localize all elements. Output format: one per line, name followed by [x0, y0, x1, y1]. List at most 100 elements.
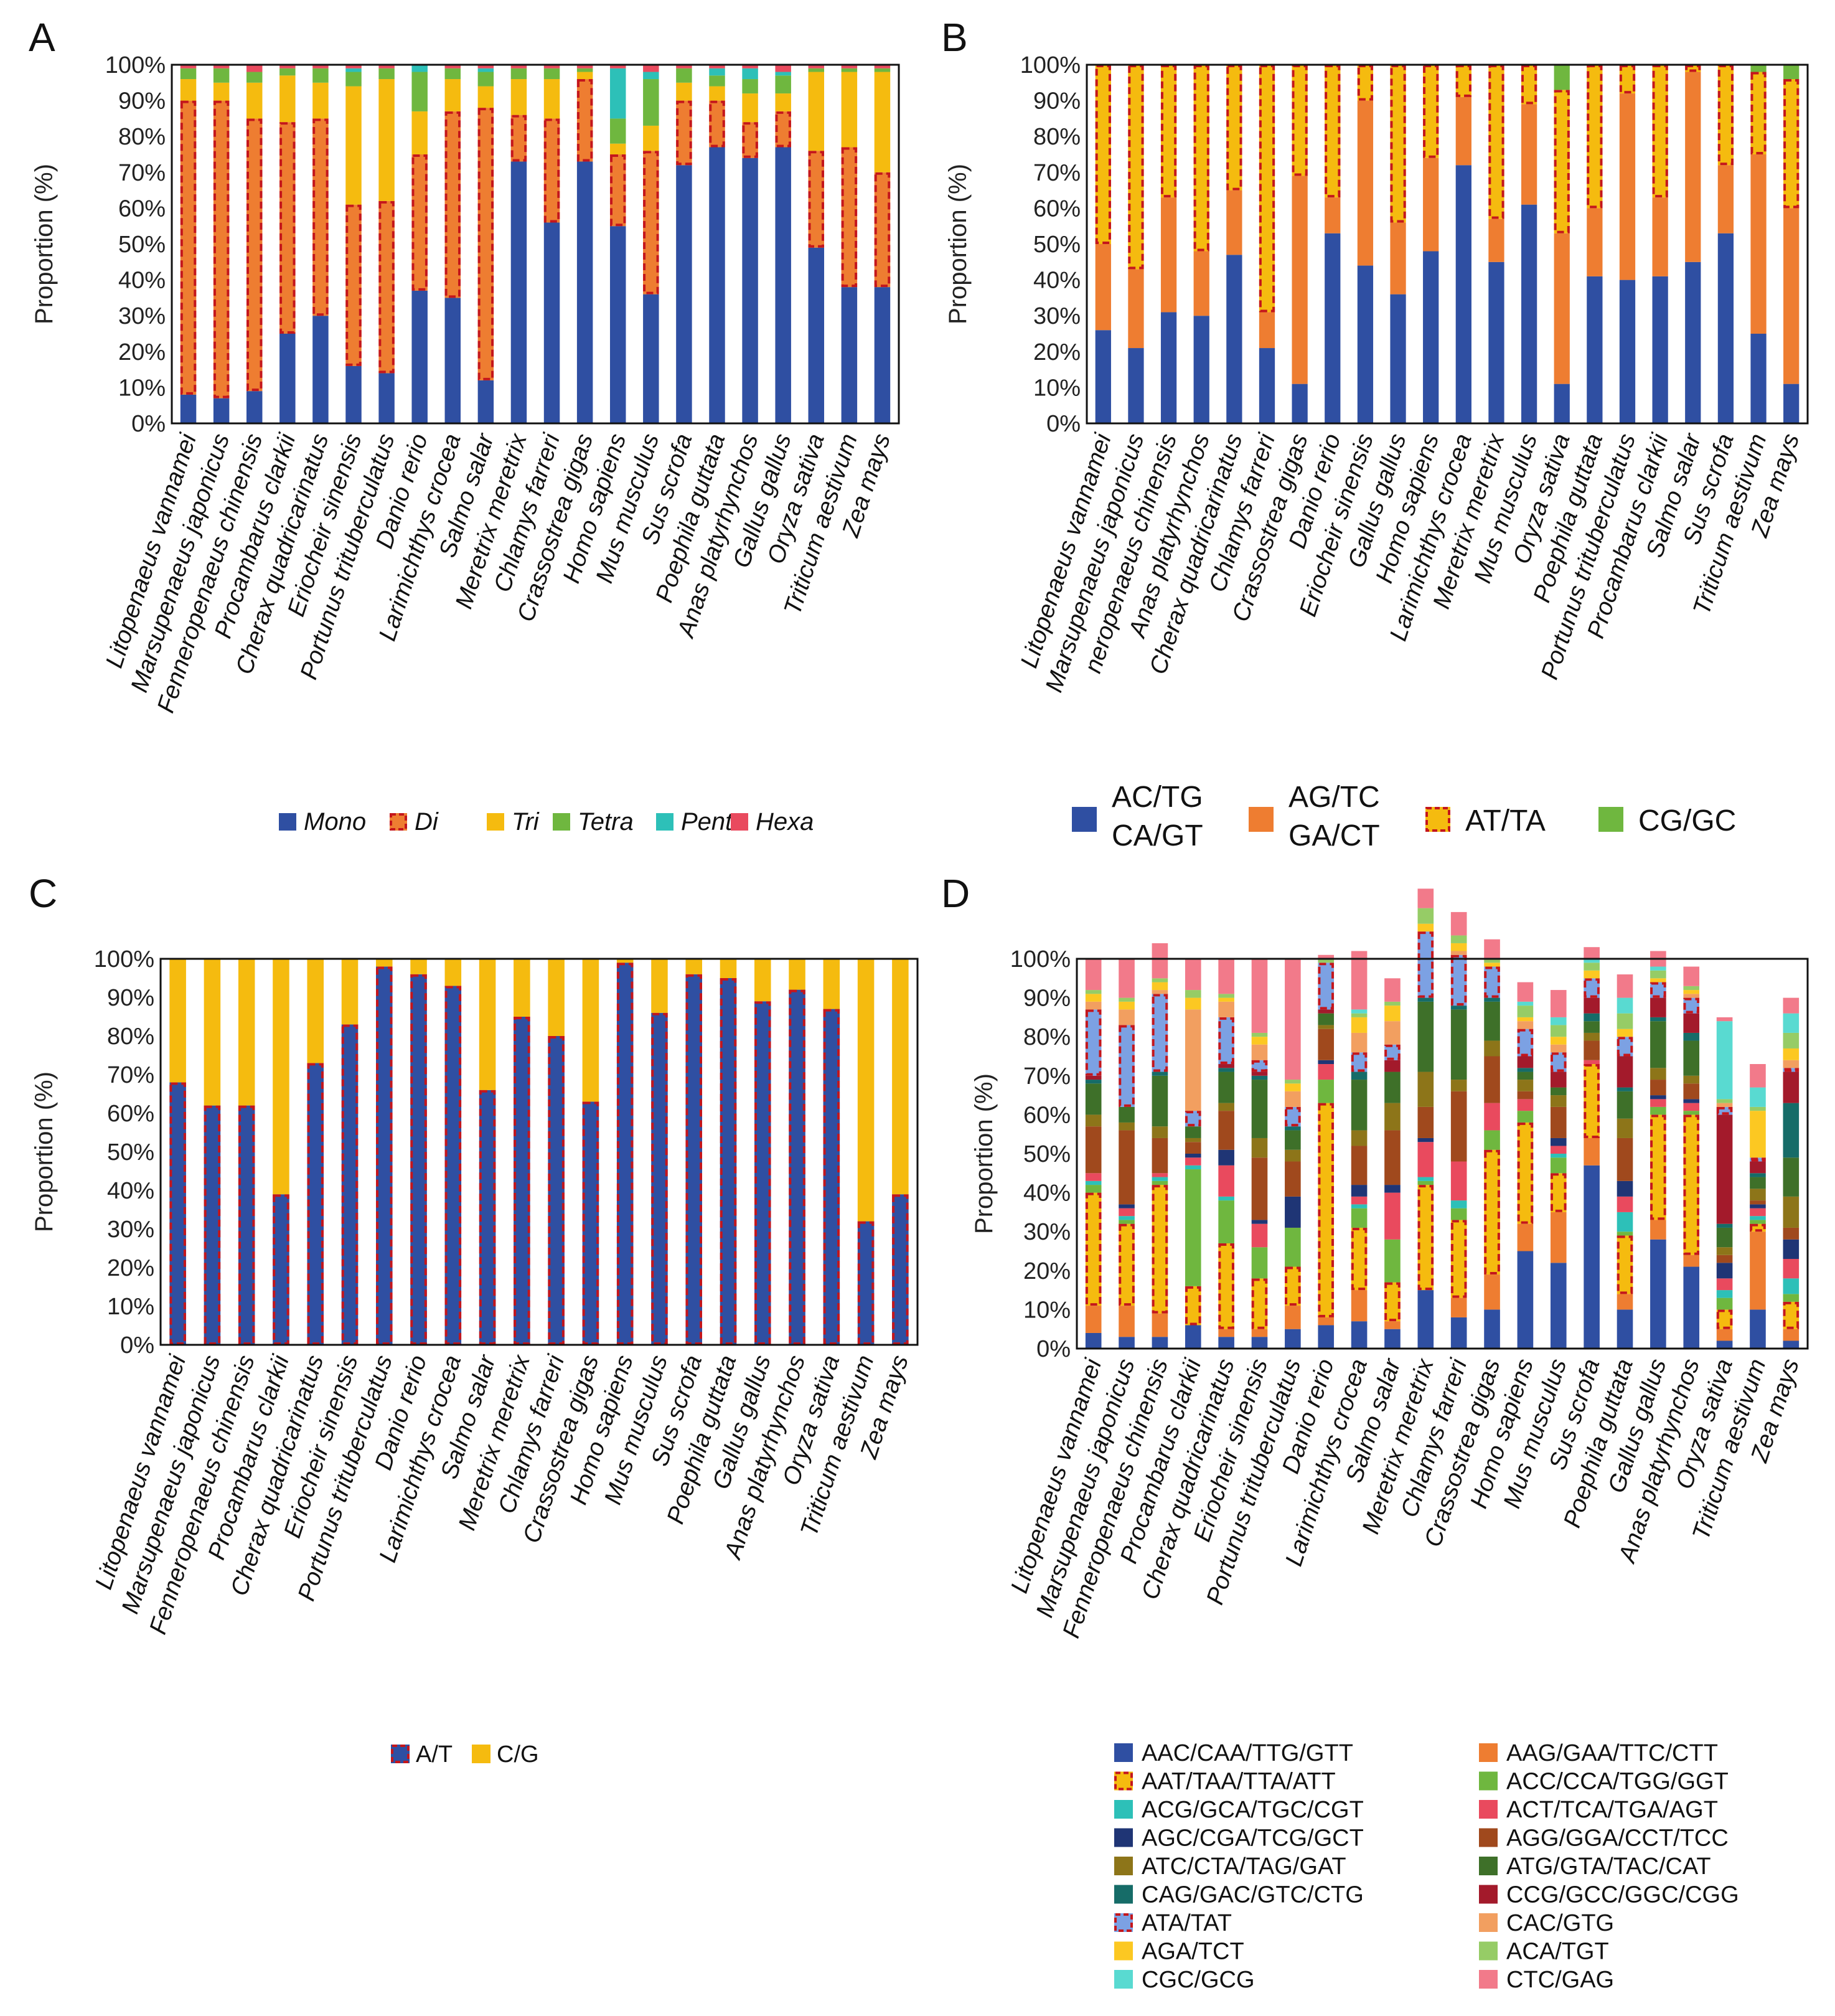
bar-segment-atg-gta-tac-cat — [1384, 1072, 1401, 1103]
bar-segment-c-g — [823, 959, 840, 1009]
bar-outline-at-ta — [1325, 65, 1341, 198]
bar-outline-at-ta — [1587, 65, 1603, 209]
bar-segment-aca-tgt — [1750, 1106, 1766, 1111]
bar-outline-aat-taa-tta-att — [1318, 1103, 1335, 1317]
bar-segment-a-t — [273, 1194, 289, 1345]
bar-segment-agg-gga-cct-tcc — [1085, 1126, 1102, 1174]
bar-segment-cac-gtg — [1450, 951, 1467, 955]
legend-label: AG/TC — [1288, 781, 1380, 814]
bar-outline-di — [543, 118, 560, 223]
bar-segment-cac-gtg — [1384, 1021, 1401, 1045]
bar-segment-atc-cta-tag-gat — [1384, 1103, 1401, 1131]
y-tick-label: 10% — [1033, 375, 1081, 401]
bar-segment-aag-gaa-ttc-ctt — [1650, 1220, 1666, 1240]
bar-segment-hexa — [477, 65, 494, 68]
y-tick-label: 80% — [107, 1024, 154, 1050]
y-tick-label: 30% — [1023, 1219, 1071, 1245]
bar-segment-ag-tc-ga-ct — [1160, 197, 1177, 313]
legend-swatch-agg-gga-cct-tcc — [1479, 1828, 1498, 1847]
bar-segment-tri — [808, 72, 825, 151]
bar-segment-acg-gca-tgc-cgt — [1783, 1278, 1800, 1294]
legend-swatch-outline — [1114, 1913, 1133, 1932]
bar-segment-ata-tat — [1683, 997, 1700, 1014]
bar-segment-ctc-gag — [1450, 911, 1467, 936]
bar-segment-aga-tct — [1783, 1048, 1800, 1060]
bar-segment-aat-taa-tta-att — [1417, 1185, 1434, 1291]
bar-segment-mono — [841, 287, 858, 423]
bar-segment-atc-cta-tag-gat — [1450, 1080, 1467, 1091]
bar-segment-ccg-gcc-ggc-cgg — [1085, 1075, 1102, 1080]
bar-outline-at-ta — [1193, 65, 1209, 252]
bar-segment-aat-taa-tta-att — [1318, 1103, 1335, 1317]
bar-segment-hexa — [312, 65, 329, 68]
bar-segment-ac-tg-ca-gt — [1357, 265, 1374, 423]
bar-segment-atg-gta-tac-cat — [1318, 1013, 1335, 1025]
bar-segment-cag-gac-gtc-ctg — [1285, 1126, 1301, 1131]
bar-segment-ata-tat — [1085, 1009, 1102, 1076]
bar-segment-aga-tct — [1584, 970, 1600, 979]
bar-segment-di — [444, 111, 461, 298]
bar-segment-ac-tg-ca-gt — [1160, 312, 1177, 423]
bar-segment-ctc-gag — [1318, 954, 1335, 959]
bar-segment-atg-gta-tac-cat — [1218, 1072, 1234, 1103]
bar-segment-c-g — [548, 959, 565, 1036]
bar-segment-atc-cta-tag-gat — [1417, 1072, 1434, 1107]
bar-segment-aat-taa-tta-att — [1384, 1282, 1401, 1322]
bar-segment-ag-tc-ga-ct — [1193, 251, 1209, 316]
bar-segment-cag-gac-gtc-ctg — [1650, 1017, 1666, 1022]
bar-segment-aat-taa-tta-att — [1683, 1114, 1700, 1255]
bar-segment-ag-tc-ga-ct — [1390, 222, 1406, 294]
bar-segment-hexa — [345, 65, 362, 68]
bar-outline-at-ta — [1423, 65, 1439, 158]
bar-segment-ctc-gag — [1218, 959, 1234, 994]
y-tick-label: 60% — [1033, 195, 1081, 222]
legend-label: ACA/TGT — [1506, 1939, 1609, 1965]
y-tick-label: 10% — [118, 375, 166, 401]
panel-letter-d: D — [941, 871, 970, 916]
legend-swatch-ata-tat — [1114, 1913, 1133, 1932]
bar-segment-ctc-gag — [1716, 1017, 1733, 1022]
bar-outline-di — [411, 154, 428, 291]
bar-segment-ac-tg-ca-gt — [1259, 348, 1275, 423]
bar-segment-ctc-gag — [1484, 939, 1500, 959]
y-tick-label: 20% — [118, 339, 166, 365]
bar-outline-aat-taa-tta-att — [1185, 1286, 1201, 1326]
bar-segment-hexa — [609, 65, 626, 68]
bar-outline-a-t — [789, 989, 805, 1345]
bar-segment-cag-gac-gtc-ctg — [1152, 1072, 1168, 1076]
bar-segment-tetra — [279, 68, 296, 76]
bar-segment-cgc-gcg — [1351, 1009, 1368, 1014]
legend-label: ACT/TCA/TGA/AGT — [1506, 1797, 1718, 1823]
bar-segment-acg-gca-tgc-cgt — [1450, 1200, 1467, 1208]
legend-swatch-at-ta — [1425, 807, 1450, 832]
bar-segment-di — [378, 200, 395, 374]
bar-segment-a-t — [169, 1082, 186, 1345]
bar-outline-a-t — [720, 978, 737, 1345]
bar-segment-ccg-gcc-ggc-cgg — [1384, 1060, 1401, 1072]
bar-segment-ag-tc-ga-ct — [1554, 233, 1570, 384]
bar-outline-di — [609, 154, 626, 227]
bar-segment-aca-tgt — [1251, 1032, 1268, 1037]
bar-segment-acc-cca-tgg-ggt — [1384, 1239, 1401, 1283]
bar-segment-c-g — [789, 959, 805, 990]
bar-segment-ac-tg-ca-gt — [1783, 384, 1800, 423]
bar-segment-agg-gga-cct-tcc — [1351, 1146, 1368, 1185]
bar-outline-ata-tat — [1218, 1017, 1234, 1065]
legend-label: AGG/GGA/CCT/TCC — [1506, 1825, 1729, 1852]
bar-outline-aat-taa-tta-att — [1584, 1064, 1600, 1138]
bar-segment-ag-tc-ga-ct — [1587, 208, 1603, 276]
bar-segment-c-g — [238, 959, 255, 1106]
bar-segment-ctc-gag — [1584, 947, 1600, 959]
bar-segment-act-tca-tga-agt — [1584, 1060, 1600, 1065]
bar-segment-aat-taa-tta-att — [1550, 1173, 1567, 1212]
bar-segment-agc-cga-tcg-gct — [1550, 1138, 1567, 1146]
bar-segment-ag-tc-ga-ct — [1521, 104, 1537, 205]
bar-outline-at-ta — [1783, 79, 1800, 209]
bar-segment-cgc-gcg — [1750, 1087, 1766, 1107]
panel-letter-b: B — [941, 15, 968, 60]
bar-segment-ac-tg-ca-gt — [1095, 330, 1111, 423]
bar-segment-ac-tg-ca-gt — [1750, 334, 1767, 423]
bar-outline-ata-tat — [1085, 1009, 1102, 1076]
bar-segment-agc-cga-tcg-gct — [1351, 1185, 1368, 1197]
bar-segment-acc-cca-tgg-ggt — [1085, 1185, 1102, 1193]
